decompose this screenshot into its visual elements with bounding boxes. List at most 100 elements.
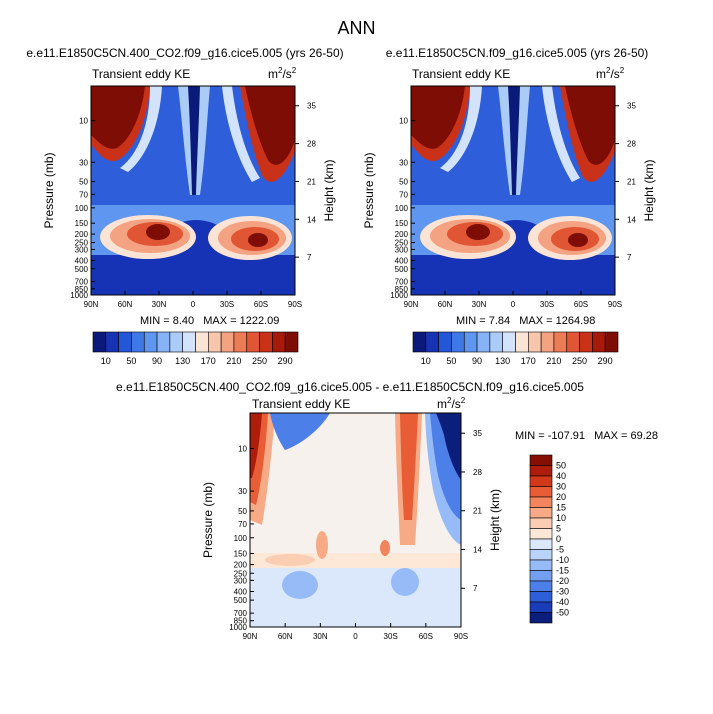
- colorbar-swatch: [476, 331, 491, 353]
- panel3-title: e.e11.E1850C5CN.400_CO2.f09_g16.cice5.00…: [116, 380, 584, 394]
- colorbar: 10 50 90 130 170 210 250 290: [92, 331, 299, 366]
- y-tick-label: 300: [75, 245, 89, 254]
- y-tick-label: 100: [75, 204, 89, 213]
- x-tick-label: 0: [353, 632, 358, 641]
- colorbar-label: -30: [556, 587, 569, 597]
- y-tick-label: 30: [399, 158, 408, 167]
- y-tick-label: 1000: [229, 623, 247, 632]
- x-tick-label: 30N: [152, 300, 167, 309]
- y-tick-label: 10: [79, 117, 88, 126]
- y-tick-label: 10: [238, 445, 247, 454]
- y-right-tick-label: 7: [473, 584, 478, 593]
- colorbar-swatch: [438, 331, 452, 353]
- colorbar-swatch: [529, 486, 553, 498]
- y-tick-label: 850: [75, 285, 89, 294]
- colorbar-swatch: [529, 612, 553, 624]
- y-right-tick-label: 35: [473, 429, 482, 438]
- colorbar-swatch: [529, 549, 553, 561]
- y-tick-label: 300: [395, 245, 409, 254]
- colorbar-label: -40: [556, 597, 569, 607]
- colorbar-swatch: [284, 331, 299, 353]
- colorbar-swatch: [529, 454, 553, 466]
- colorbar-label: -20: [556, 576, 569, 586]
- y-tick-label: 200: [234, 561, 248, 570]
- y-axis-label: Pressure (mb): [42, 152, 56, 228]
- colorbar-label: -10: [556, 555, 569, 565]
- y-tick-label: 150: [75, 219, 89, 228]
- y-tick-label: 50: [238, 507, 247, 516]
- colorbar-label: 0: [556, 534, 561, 544]
- y-right-tick-label: 21: [307, 177, 316, 186]
- x-tick-label: 60N: [438, 300, 453, 309]
- panel3-units: m2/s2: [437, 396, 465, 411]
- panel3-plot: [249, 412, 462, 628]
- x-tick-label: 30S: [540, 300, 554, 309]
- x-tick-label: 30S: [384, 632, 398, 641]
- max-value: 69.28: [630, 430, 659, 442]
- y-tick-label: 50: [399, 178, 408, 187]
- panel1-axes: 90N 60N 30N 0 30S 60S 90S103050701001502002503…: [42, 102, 336, 309]
- colorbar-swatch: [118, 331, 132, 353]
- x-tick-label: 90N: [84, 300, 99, 309]
- y-tick-label: 700: [75, 277, 89, 286]
- colorbar-swatch: [566, 331, 580, 353]
- min-label: MIN =: [515, 430, 545, 442]
- colorbar-swatch: [502, 331, 516, 353]
- panel2-minmax: MIN = 7.84 MAX = 1264.98: [456, 315, 595, 327]
- units-mid: /s: [451, 397, 461, 411]
- x-tick-label: 60S: [574, 300, 588, 309]
- y-tick-label: 850: [234, 617, 248, 626]
- y-right-tick-label: 14: [627, 215, 636, 224]
- x-tick-label: 60S: [419, 632, 433, 641]
- colorbar-swatch: [529, 538, 553, 550]
- x-tick-label: 90S: [608, 300, 622, 309]
- colorbar-swatch: [489, 331, 503, 353]
- x-tick-label: 90N: [404, 300, 419, 309]
- units-exp: 2: [460, 396, 466, 405]
- colorbar-swatch: [208, 331, 222, 353]
- colorbar-swatch: [529, 517, 553, 529]
- y-tick-label: 30: [79, 158, 88, 167]
- units-exp: 2: [291, 66, 297, 75]
- y-right-tick-label: 14: [307, 215, 316, 224]
- y-tick-label: 250: [75, 239, 89, 248]
- units-exp: 2: [447, 396, 452, 405]
- panel2-units: m2/s2: [596, 66, 624, 81]
- y-axis-label: Pressure (mb): [362, 152, 376, 228]
- panel2-axes: 90N 60N 30N 0 30S 60S 90S103050701001502002503…: [362, 102, 656, 309]
- colorbar-label: 5: [556, 524, 561, 534]
- colorbar-label: 90: [152, 356, 162, 366]
- colorbar-label: 50: [126, 356, 136, 366]
- colorbar-swatch: [195, 331, 209, 353]
- units-base: m: [268, 67, 278, 81]
- max-value: 1222.09: [239, 315, 280, 327]
- colorbar-label: 50: [556, 461, 566, 471]
- panel1-title: e.e11.E1850C5CN.400_CO2.f09_g16.cice5.00…: [26, 46, 344, 60]
- units-base: m: [437, 397, 447, 411]
- colorbar-swatch: [592, 331, 606, 353]
- colorbar-label: 210: [546, 356, 561, 366]
- max-label: MAX =: [519, 315, 553, 327]
- colorbar-label: -15: [556, 566, 569, 576]
- colorbar-label: 170: [521, 356, 536, 366]
- colorbar-swatch: [169, 331, 183, 353]
- colorbar-swatch: [579, 331, 593, 353]
- colorbar-swatch: [529, 601, 553, 613]
- colorbar-label: -50: [556, 608, 569, 618]
- y-tick-label: 500: [234, 596, 248, 605]
- y-right-tick-label: 28: [307, 140, 316, 149]
- y-tick-label: 1000: [70, 291, 88, 300]
- y-tick-label: 50: [79, 178, 88, 187]
- colorbar-swatch: [529, 465, 553, 477]
- y-tick-label: 1000: [390, 291, 408, 300]
- min-label: MIN =: [456, 315, 486, 327]
- colorbar-swatch: [246, 331, 260, 353]
- y-tick-label: 500: [75, 265, 89, 274]
- panel3-variable: Transient eddy KE: [252, 397, 351, 411]
- y-tick-label: 400: [75, 256, 89, 265]
- y-tick-label: 850: [395, 285, 409, 294]
- panel1-field: [91, 86, 295, 295]
- panel2-variable: Transient eddy KE: [412, 67, 511, 81]
